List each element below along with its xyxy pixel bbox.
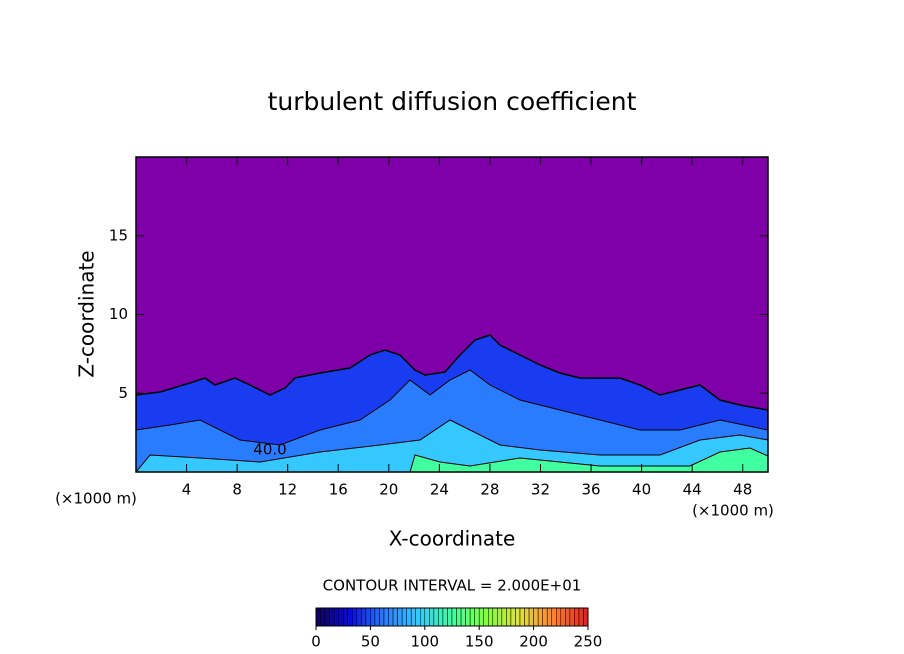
colorbar-tick-label: 50 xyxy=(361,633,380,651)
colorbar-cell xyxy=(410,607,416,627)
colorbar-cell xyxy=(442,607,448,627)
y-axis-label: Z-coordinate xyxy=(75,250,99,377)
colorbar-cell xyxy=(447,607,453,627)
colorbar-cell xyxy=(565,607,571,627)
colorbar-cell xyxy=(551,607,557,627)
x-tick-label: 36 xyxy=(581,481,600,499)
y-unit: (×1000 m) xyxy=(55,490,137,508)
colorbar-cell xyxy=(492,607,498,627)
colorbar-cell xyxy=(519,607,525,627)
colorbar-cell xyxy=(465,607,471,627)
x-tick-label: 16 xyxy=(329,481,348,499)
colorbar-cell xyxy=(338,607,344,627)
colorbar-cell xyxy=(569,607,575,627)
colorbar-cell xyxy=(451,607,457,627)
colorbar-cell xyxy=(361,607,367,627)
x-tick-label: 44 xyxy=(683,481,702,499)
x-tick-label: 20 xyxy=(379,481,398,499)
colorbar-cell xyxy=(429,607,435,627)
y-tick-label: 10 xyxy=(109,305,128,323)
contour-interval: CONTOUR INTERVAL = 2.000E+01 xyxy=(323,577,582,595)
colorbar-cell xyxy=(506,607,512,627)
colorbar-cell xyxy=(546,607,552,627)
colorbar-cell xyxy=(478,607,484,627)
x-axis-label: X-coordinate xyxy=(389,527,516,551)
colorbar-cell xyxy=(406,607,412,627)
colorbar-cell xyxy=(356,607,362,627)
colorbar-cell xyxy=(342,607,348,627)
colorbar-cell xyxy=(483,607,489,627)
colorbar-cell xyxy=(383,607,389,627)
colorbar-cell xyxy=(583,607,589,627)
colorbar-cell xyxy=(324,607,330,627)
y-tick-label: 15 xyxy=(109,226,128,244)
y-tick-label: 5 xyxy=(118,384,128,402)
colorbar-cell xyxy=(528,607,534,627)
colorbar-cell xyxy=(574,607,580,627)
colorbar-cell xyxy=(320,607,326,627)
x-tick-label: 4 xyxy=(182,481,192,499)
colorbar-cell xyxy=(370,607,376,627)
x-tick-label: 24 xyxy=(430,481,449,499)
x-tick-label: 40 xyxy=(632,481,651,499)
colorbar-cell xyxy=(578,607,584,627)
colorbar-cell xyxy=(556,607,562,627)
colorbar-cell xyxy=(347,607,353,627)
colorbar-cell xyxy=(397,607,403,627)
colorbar-cell xyxy=(474,607,480,627)
colorbar-cell xyxy=(510,607,516,627)
high-region xyxy=(136,419,768,472)
colorbar-cell xyxy=(365,607,371,627)
chart-title: turbulent diffusion coefficient xyxy=(268,87,637,116)
colorbar-cell xyxy=(352,607,358,627)
colorbar-cell xyxy=(533,607,539,627)
colorbar-cell xyxy=(469,607,475,627)
colorbar-cell xyxy=(501,607,507,627)
peak-region xyxy=(409,447,768,472)
x-tick-label: 12 xyxy=(278,481,297,499)
x-unit: (×1000 m) xyxy=(692,502,774,520)
contour-label: 40.0 xyxy=(253,441,286,459)
colorbar-tick-label: 0 xyxy=(311,633,321,651)
x-tick-label: 32 xyxy=(531,481,550,499)
colorbar-tick-label: 250 xyxy=(574,633,603,651)
colorbar-frame xyxy=(315,607,589,627)
colorbar-cell xyxy=(329,607,335,627)
colorbar-cell xyxy=(438,607,444,627)
colorbar-cell xyxy=(315,607,321,627)
colorbar-cell xyxy=(488,607,494,627)
colorbar-cell xyxy=(392,607,398,627)
colorbar-cell xyxy=(388,607,394,627)
colorbar-cell xyxy=(424,607,430,627)
colorbar-tick-label: 100 xyxy=(410,633,439,651)
colorbar-tick-label: 200 xyxy=(519,633,548,651)
x-tick-label: 28 xyxy=(480,481,499,499)
colorbar-cell xyxy=(497,607,503,627)
colorbar-cell xyxy=(333,607,339,627)
colorbar-cell xyxy=(537,607,543,627)
colorbar-cell xyxy=(433,607,439,627)
colorbar-cell xyxy=(420,607,426,627)
colorbar-tick-label: 150 xyxy=(465,633,494,651)
colorbar-cell xyxy=(456,607,462,627)
colorbar: 0 50 100 150 200 250 xyxy=(311,607,603,651)
colorbar-cell xyxy=(379,607,385,627)
colorbar-cell xyxy=(374,607,380,627)
colorbar-cell xyxy=(415,607,421,627)
colorbar-cell xyxy=(515,607,521,627)
field: 40.0 xyxy=(136,334,768,472)
x-tick-label: 8 xyxy=(232,481,242,499)
colorbar-cell xyxy=(560,607,566,627)
colorbar-cell xyxy=(401,607,407,627)
colorbar-cell xyxy=(524,607,530,627)
x-tick-label: 48 xyxy=(733,481,752,499)
colorbar-cell xyxy=(460,607,466,627)
colorbar-cell xyxy=(542,607,548,627)
